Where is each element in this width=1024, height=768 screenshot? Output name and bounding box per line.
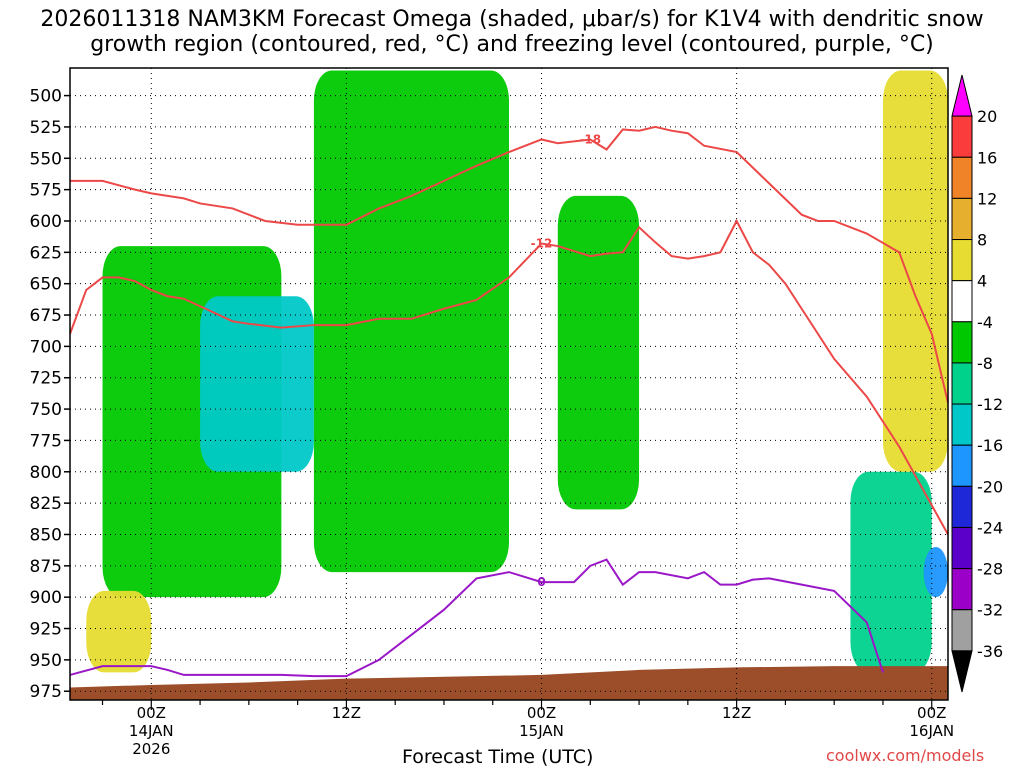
grid-lines bbox=[70, 68, 948, 700]
x-axis-label: Forecast Time (UTC) bbox=[402, 746, 594, 768]
colorbar-bin-6 bbox=[951, 321, 973, 364]
colorbar-bin-4 bbox=[951, 239, 973, 282]
contour-line-2 bbox=[69, 558, 884, 678]
y-tick-label-725: 725 bbox=[30, 369, 62, 389]
contour-label-1: -18 bbox=[579, 132, 601, 146]
colorbar-bin-1 bbox=[951, 115, 973, 158]
y-tick-label-975: 975 bbox=[30, 682, 62, 702]
colorbar-bin-10 bbox=[951, 485, 973, 528]
chart-title-line2: growth region (contoured, red, °C) and f… bbox=[90, 32, 934, 57]
colorbar-bin-13 bbox=[951, 609, 973, 652]
x-tick-date-48: 16JAN bbox=[909, 722, 954, 740]
colorbar-bin-2 bbox=[951, 156, 973, 199]
x-tick-label-36: 12Z bbox=[722, 704, 751, 722]
colorbar-label-1: 16 bbox=[977, 148, 997, 167]
x-tick-date-0: 14JAN bbox=[129, 722, 174, 740]
omega-region-ascent-46h bbox=[850, 471, 932, 673]
colorbar-triangle-top bbox=[951, 74, 973, 117]
y-tick-label-700: 700 bbox=[30, 337, 62, 357]
y-tick-label-750: 750 bbox=[30, 400, 62, 420]
x-tick-label-24: 00Z bbox=[527, 704, 556, 722]
y-tick-label-625: 625 bbox=[30, 243, 62, 263]
axes: 500 525 550 575 600 625 650 675 700 725 750 775 800 8… bbox=[30, 67, 954, 758]
y-tick-label-925: 925 bbox=[30, 620, 62, 640]
y-tick-label-875: 875 bbox=[30, 557, 62, 577]
colorbar: 20 16 12 8 4 -4 -8 -12 -16 -20 -24 -28 -32 -36 bbox=[951, 74, 1003, 693]
colorbar-label-11: -28 bbox=[977, 560, 1003, 579]
y-tick-label-650: 650 bbox=[30, 275, 62, 295]
plot-frame bbox=[69, 67, 949, 701]
ground-surface bbox=[70, 666, 948, 700]
colorbar-label-0: 20 bbox=[977, 107, 997, 126]
colorbar-bin-12 bbox=[951, 568, 973, 611]
omega-region-ascent-mid bbox=[313, 70, 509, 573]
ground-layer bbox=[70, 666, 948, 700]
x-tick-year-0: 2026 bbox=[132, 740, 170, 758]
colorbar-label-6: -8 bbox=[977, 354, 993, 373]
colorbar-label-9: -20 bbox=[977, 477, 1003, 496]
contour-line-1 bbox=[70, 125, 949, 404]
y-tick-label-900: 900 bbox=[30, 588, 62, 608]
colorbar-label-7: -12 bbox=[977, 395, 1003, 414]
y-tick-label-500: 500 bbox=[30, 87, 62, 107]
colorbar-label-10: -24 bbox=[977, 518, 1003, 537]
colorbar-label-13: -36 bbox=[977, 642, 1003, 661]
colorbar-bin-3 bbox=[951, 197, 973, 241]
contour-lines: -12 -18 0 bbox=[69, 125, 949, 678]
omega-region-descent-east bbox=[882, 70, 948, 472]
omega-region-ascent-core bbox=[200, 296, 314, 472]
chart-title-line1: 2026011318 NAM3KM Forecast Omega (shaded… bbox=[40, 7, 984, 32]
colorbar-label-12: -32 bbox=[977, 601, 1003, 620]
colorbar-bin-11 bbox=[951, 526, 973, 570]
colorbar-label-8: -16 bbox=[977, 436, 1003, 455]
colorbar-label-4: 4 bbox=[977, 272, 987, 291]
y-tick-label-800: 800 bbox=[30, 463, 62, 483]
y-tick-label-825: 825 bbox=[30, 494, 62, 514]
x-tick-label-12: 12Z bbox=[332, 704, 361, 722]
omega-shading bbox=[86, 70, 948, 673]
colorbar-triangle-bottom bbox=[951, 650, 973, 693]
contour-label-2: 0 bbox=[537, 575, 545, 589]
colorbar-bin-9 bbox=[951, 444, 973, 487]
omega-region-ascent-core-48h bbox=[923, 547, 948, 598]
y-tick-label-850: 850 bbox=[30, 525, 62, 545]
colorbar-bin-8 bbox=[951, 403, 973, 446]
credit-label: coolwx.com/models bbox=[826, 746, 985, 765]
colorbar-label-3: 8 bbox=[977, 231, 987, 250]
colorbar-bin-7 bbox=[951, 362, 973, 405]
contour-label-0: -12 bbox=[531, 237, 553, 251]
x-tick-label-48: 00Z bbox=[917, 704, 946, 722]
colorbar-label-5: -4 bbox=[977, 313, 993, 332]
x-tick-date-24: 15JAN bbox=[519, 722, 564, 740]
x-tick-label-0: 00Z bbox=[137, 704, 166, 722]
y-tick-label-950: 950 bbox=[30, 651, 62, 671]
y-tick-label-600: 600 bbox=[30, 212, 62, 232]
omega-region-ascent-36h bbox=[557, 195, 640, 510]
colorbar-label-2: 12 bbox=[977, 189, 997, 208]
y-tick-label-575: 575 bbox=[30, 181, 62, 201]
y-tick-label-775: 775 bbox=[30, 431, 62, 451]
omega-region-descent-sfc bbox=[86, 590, 152, 673]
contour-line-0 bbox=[69, 218, 949, 535]
colorbar-bin-5 bbox=[951, 280, 973, 323]
y-tick-label-550: 550 bbox=[30, 149, 62, 169]
y-tick-label-525: 525 bbox=[30, 118, 62, 138]
y-tick-label-675: 675 bbox=[30, 306, 62, 326]
